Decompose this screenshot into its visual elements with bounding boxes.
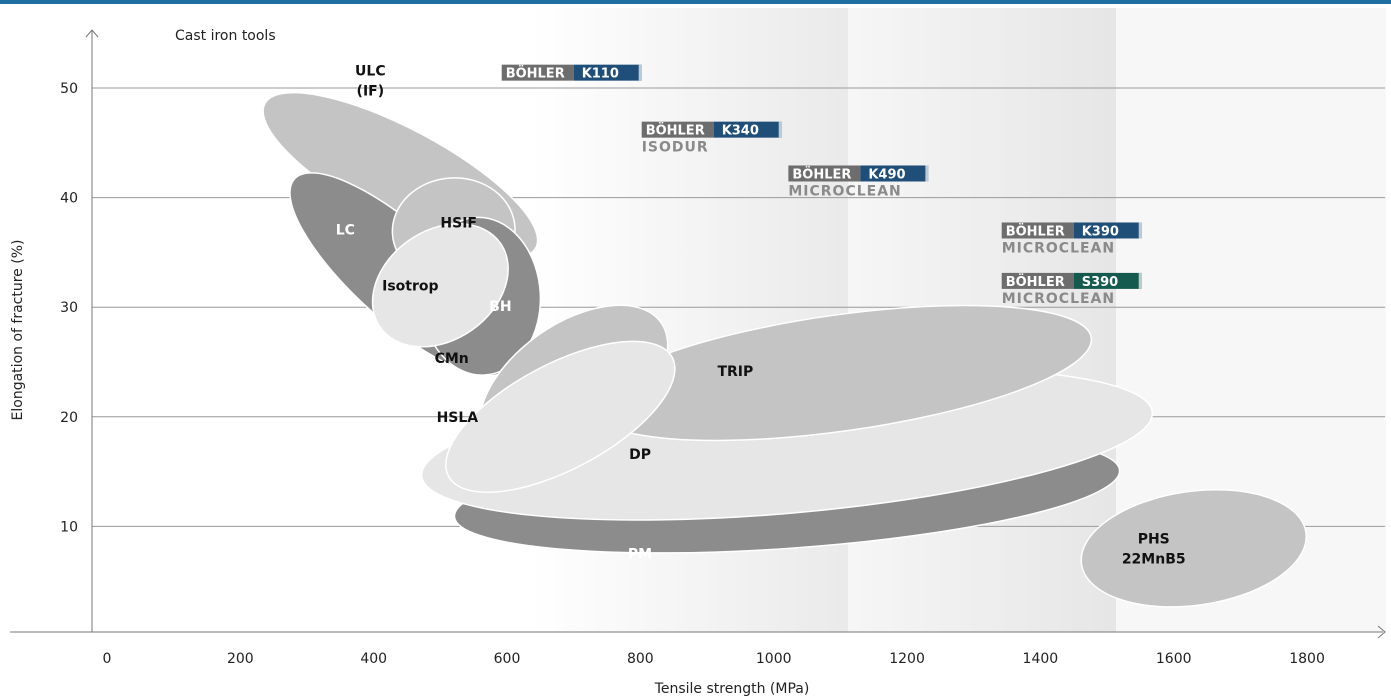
x-tick-label: 400	[360, 651, 387, 667]
x-tick-label: 1200	[889, 651, 925, 667]
sub-brand-label: MICROCLEAN	[1002, 240, 1115, 256]
brand-label: BÖHLER	[506, 66, 565, 82]
ellipse-isotrop	[371, 223, 509, 348]
ellipse-label: (IF)	[357, 84, 385, 100]
grade-tab	[925, 165, 929, 182]
x-axis-arrow	[1377, 625, 1386, 639]
sub-brand-label: ISODUR	[642, 140, 709, 156]
ellipse-label: HSLA	[437, 410, 479, 426]
brand-label: BÖHLER	[792, 166, 851, 182]
ellipse-label: 22MnB5	[1122, 551, 1186, 567]
ellipse-label: Isotrop	[382, 278, 438, 294]
grade-tab	[1138, 272, 1142, 289]
y-tick-label: 40	[60, 191, 78, 207]
grade-label: K390	[1082, 224, 1119, 239]
x-tick-label: 800	[627, 651, 654, 667]
ellipse-label: CMn	[435, 351, 469, 367]
grade-label: K340	[722, 124, 759, 139]
ellipse-label: ULC	[355, 64, 386, 80]
top-rule	[0, 0, 1391, 4]
category-label: Cast iron tools	[175, 28, 276, 44]
ellipse-label: PHS	[1138, 531, 1170, 547]
x-tick-label: 600	[494, 651, 521, 667]
ellipse-label: LC	[336, 222, 355, 238]
y-tick-label: 50	[60, 81, 78, 97]
brand-label-bg	[788, 165, 861, 182]
brand-label: BÖHLER	[646, 123, 705, 139]
x-tick-label: 1600	[1156, 651, 1192, 667]
grade-label-bg	[860, 165, 929, 182]
brand-label: BÖHLER	[1006, 274, 1065, 290]
grade-label: S390	[1082, 275, 1119, 290]
y-tick-label: 30	[60, 300, 78, 316]
grade-tab	[1138, 222, 1142, 239]
ellipse-label: HSIF	[440, 215, 477, 231]
grade-tab	[638, 64, 642, 81]
y-axis-arrow	[85, 29, 99, 38]
brand-label-bg	[501, 64, 574, 81]
brand-label: BÖHLER	[1006, 223, 1065, 239]
brand-label-bg	[641, 121, 714, 138]
grade-tab	[778, 121, 782, 138]
x-tick-label: 0	[103, 651, 112, 667]
ellipse-label: DP	[629, 447, 651, 463]
y-tick-label: 20	[60, 410, 78, 426]
x-tick-label: 1400	[1023, 651, 1059, 667]
ellipse-hsla	[445, 340, 676, 494]
grade-label-bg	[1073, 272, 1142, 289]
ellipse-phs-22mnb5	[1080, 488, 1307, 608]
y-axis-title: Elongation of fracture (%)	[10, 240, 26, 421]
x-tick-label: 1800	[1289, 651, 1325, 667]
grade-label: K490	[868, 167, 905, 182]
brand-label-bg	[1001, 222, 1074, 239]
axes: 0 200 400 600 800 1000 1200 1400 1600 1800 10 20 30 4…	[10, 29, 1386, 667]
grade-label: K110	[582, 67, 619, 82]
grade-label-bg	[1073, 222, 1142, 239]
grade-label-bg	[573, 64, 642, 81]
steel-group-ellipses	[262, 91, 1307, 608]
y-tick-label: 10	[60, 519, 78, 535]
x-tick-label: 200	[227, 651, 254, 667]
ellipse-label: TRIP	[717, 364, 753, 380]
x-tick-label: 1000	[756, 651, 792, 667]
sub-brand-label: MICROCLEAN	[788, 183, 901, 199]
ellipse-label: BH	[489, 299, 511, 315]
sub-brand-label: MICROCLEAN	[1002, 291, 1115, 307]
ellipse-label: PM	[628, 547, 652, 563]
steel-group-labels: ULC (IF) LC HSIF BH Isotrop CMn PM DP TRIP HSLA PHS…	[336, 64, 1186, 568]
x-axis-title: Tensile strength (MPa)	[654, 681, 810, 697]
brand-label-bg	[1001, 272, 1074, 289]
grade-label-bg	[713, 121, 782, 138]
